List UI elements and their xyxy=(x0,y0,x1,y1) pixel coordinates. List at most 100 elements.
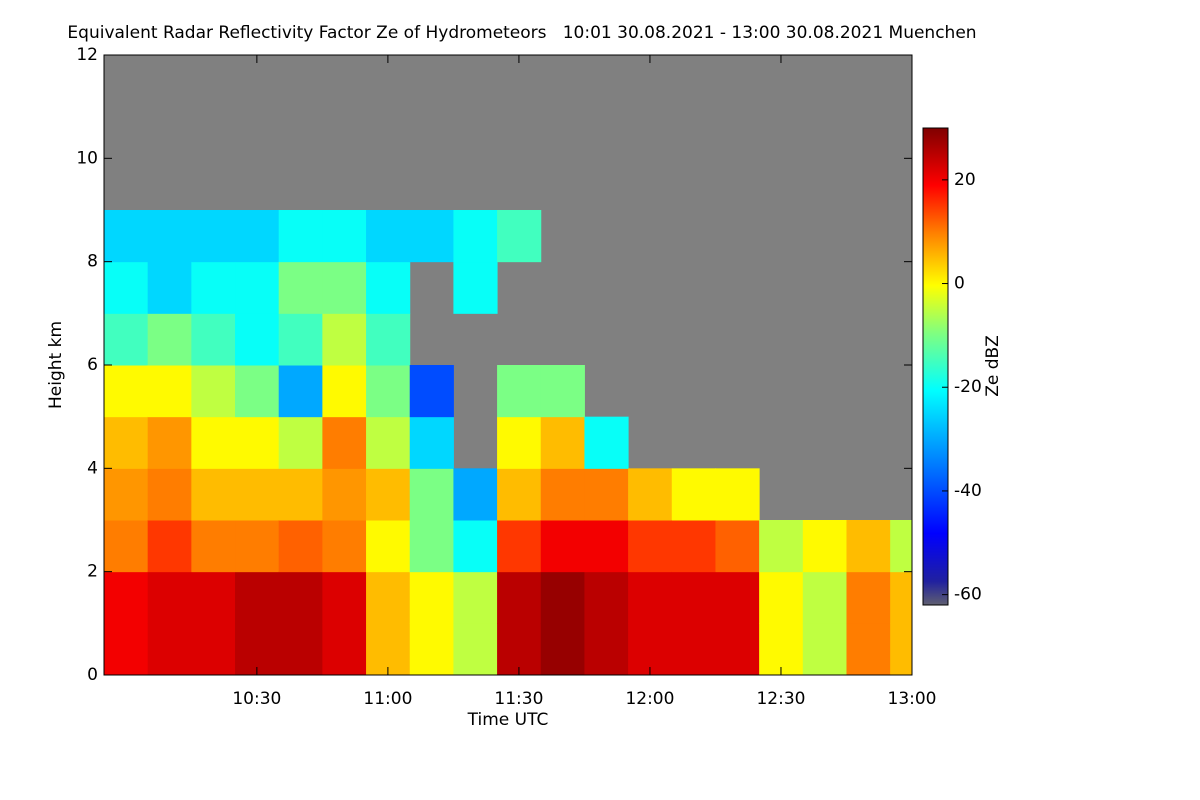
heatmap-cell xyxy=(104,313,149,366)
heatmap-cell xyxy=(366,261,411,314)
heatmap-cell xyxy=(497,365,542,418)
heatmap-cell xyxy=(497,520,542,573)
heatmap-cell xyxy=(322,261,367,314)
heatmap-cell xyxy=(147,416,192,469)
colorbar-tick-label: -40 xyxy=(954,481,982,501)
heatmap-cell xyxy=(104,261,149,314)
heatmap-cell xyxy=(191,571,236,624)
heatmap-cell xyxy=(453,571,498,624)
heatmap-cell xyxy=(235,571,280,624)
heatmap-cell xyxy=(278,365,323,418)
heatmap-cell xyxy=(671,520,716,573)
heatmap-cell xyxy=(322,468,367,521)
heatmap-cell xyxy=(453,468,498,521)
heatmap-cell xyxy=(409,365,454,418)
heatmap-cell xyxy=(147,520,192,573)
y-tick-label: 6 xyxy=(87,355,98,375)
heatmap-cell xyxy=(540,571,585,624)
heatmap-cell xyxy=(235,210,280,263)
heatmap-cell xyxy=(366,365,411,418)
heatmap-cell xyxy=(235,468,280,521)
heatmap-cell xyxy=(278,416,323,469)
heatmap-cell xyxy=(671,571,716,624)
heatmap-cell xyxy=(322,571,367,624)
heatmap-cell xyxy=(715,623,760,676)
heatmap-cell xyxy=(584,520,629,573)
heatmap-cell xyxy=(104,623,149,676)
heatmap-cell xyxy=(453,210,498,263)
colorbar-tick-label: 20 xyxy=(954,170,976,190)
heatmap-cell xyxy=(147,210,192,263)
heatmap-cell xyxy=(366,210,411,263)
heatmap-cell xyxy=(191,313,236,366)
heatmap-cell xyxy=(802,520,847,573)
heatmap-cell xyxy=(497,623,542,676)
heatmap-cell xyxy=(409,520,454,573)
heatmap-cell xyxy=(715,468,760,521)
x-tick-label: 10:30 xyxy=(232,689,281,709)
heatmap-cell xyxy=(147,468,192,521)
heatmap-cell xyxy=(846,571,891,624)
heatmap-cell xyxy=(497,416,542,469)
heatmap-cell xyxy=(104,365,149,418)
heatmap-cell xyxy=(191,468,236,521)
heatmap-cell xyxy=(628,520,673,573)
y-tick-label: 2 xyxy=(87,562,98,582)
heatmap-cell xyxy=(715,571,760,624)
heatmap-cell xyxy=(366,313,411,366)
heatmap-cell xyxy=(191,210,236,263)
heatmap-cell xyxy=(278,313,323,366)
heatmap-cell xyxy=(715,520,760,573)
heatmap-cell xyxy=(802,623,847,676)
heatmap-cell xyxy=(366,623,411,676)
heatmap-cell xyxy=(453,623,498,676)
heatmap-cell xyxy=(278,571,323,624)
heatmap-cell xyxy=(278,623,323,676)
heatmap-cell xyxy=(235,261,280,314)
heatmap-cell xyxy=(540,416,585,469)
chart-title: Equivalent Radar Reflectivity Factor Ze … xyxy=(67,23,976,43)
heatmap-cell xyxy=(584,623,629,676)
heatmap-cell xyxy=(191,520,236,573)
heatmap-cell xyxy=(104,520,149,573)
x-tick-label: 12:00 xyxy=(625,689,674,709)
heatmap-cell xyxy=(540,365,585,418)
y-tick-label: 10 xyxy=(76,148,98,168)
heatmap-cell xyxy=(409,623,454,676)
heatmap-cell xyxy=(759,520,804,573)
heatmap-cell xyxy=(628,571,673,624)
heatmap-cell xyxy=(759,571,804,624)
heatmap-cell xyxy=(366,468,411,521)
heatmap-cell xyxy=(147,623,192,676)
colorbar-tick-label: 0 xyxy=(954,274,965,294)
heatmap-cell xyxy=(497,571,542,624)
heatmap-cell xyxy=(584,468,629,521)
heatmap-cell xyxy=(191,416,236,469)
x-tick-label: 13:00 xyxy=(888,689,937,709)
heatmap-cell xyxy=(278,210,323,263)
colorbar-tick-label: -20 xyxy=(954,377,982,397)
y-axis-label: Height km xyxy=(46,321,66,409)
y-tick-label: 8 xyxy=(87,252,98,272)
heatmap-cell xyxy=(104,416,149,469)
heatmap-cell xyxy=(322,416,367,469)
heatmap-cell xyxy=(322,520,367,573)
heatmap-cell xyxy=(540,623,585,676)
colorbar-label: Ze dBZ xyxy=(983,335,1003,397)
heatmap-cell xyxy=(584,416,629,469)
heatmap-cell xyxy=(235,623,280,676)
heatmap-cell xyxy=(453,261,498,314)
heatmap-cell xyxy=(846,520,891,573)
heatmap-cell xyxy=(846,623,891,676)
heatmap-cell xyxy=(497,210,542,263)
heatmap-cell xyxy=(540,468,585,521)
heatmap-cell xyxy=(147,313,192,366)
heatmap-cell xyxy=(366,571,411,624)
heatmap-cell xyxy=(453,520,498,573)
heatmap-cell xyxy=(322,210,367,263)
heatmap-cell xyxy=(628,468,673,521)
heatmap-cell xyxy=(104,571,149,624)
heatmap-cell xyxy=(104,210,149,263)
heatmap-cell xyxy=(191,261,236,314)
